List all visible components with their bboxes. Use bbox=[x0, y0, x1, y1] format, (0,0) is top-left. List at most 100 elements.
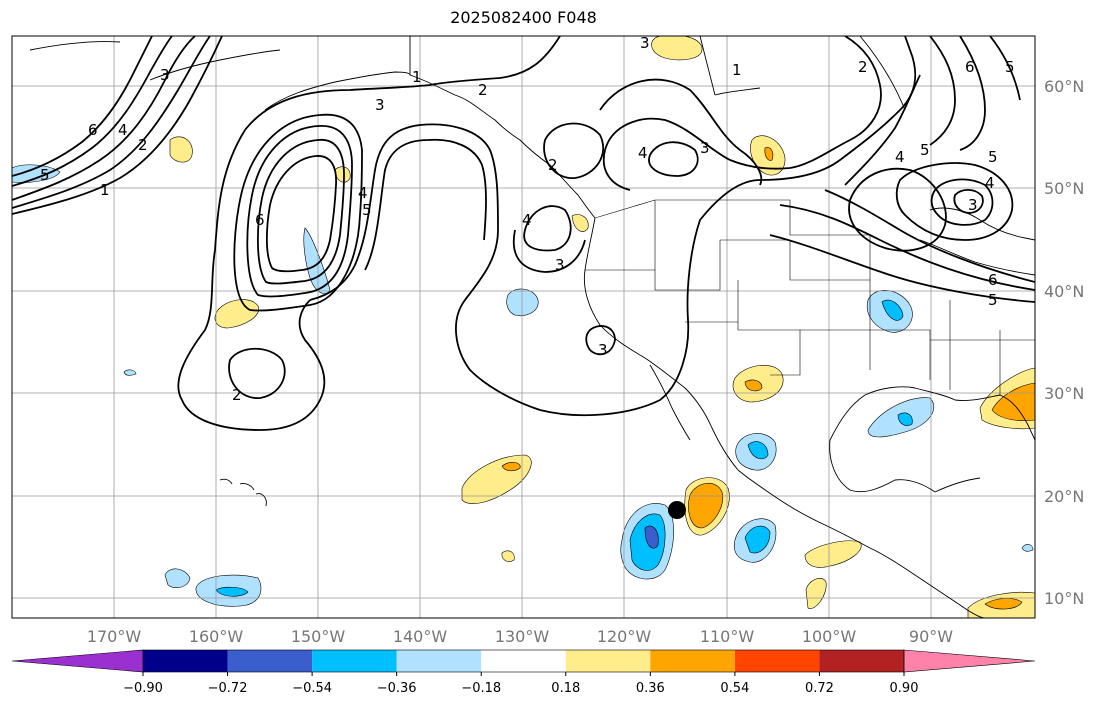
contour-label: 4 bbox=[638, 144, 648, 162]
positive-patch bbox=[334, 166, 351, 183]
negative-patch bbox=[747, 441, 769, 460]
contour-label: 5 bbox=[362, 201, 372, 219]
positive-patch bbox=[984, 598, 1023, 610]
contour-label: 3 bbox=[375, 96, 385, 114]
colorbar-segment bbox=[650, 650, 735, 672]
contour-label: 3 bbox=[598, 341, 608, 359]
graticule bbox=[12, 36, 1035, 618]
positive-patch bbox=[764, 147, 774, 161]
colorbar-segment bbox=[481, 650, 566, 672]
lat-label: 10°N bbox=[1044, 589, 1084, 608]
colorbar-label: −0.36 bbox=[377, 681, 417, 696]
positive-patch bbox=[571, 214, 589, 232]
colorbar-segment bbox=[734, 650, 820, 672]
contour-label: 5 bbox=[920, 141, 930, 159]
colorbar-border bbox=[142, 649, 905, 673]
contours bbox=[12, 36, 1035, 431]
colorbar-label: −0.18 bbox=[461, 681, 501, 696]
lat-label: 60°N bbox=[1044, 77, 1084, 96]
lat-label: 40°N bbox=[1044, 282, 1084, 301]
contour-label: 1 bbox=[100, 181, 110, 199]
contour-label: 6 bbox=[255, 211, 265, 229]
negative-patch bbox=[881, 299, 904, 321]
colorbar-segment bbox=[143, 650, 228, 672]
colorbar-label: 0.18 bbox=[551, 681, 580, 696]
negative-patch bbox=[303, 227, 331, 294]
contour-label: 6 bbox=[88, 121, 98, 139]
longitude-labels: 170°W 160°W 150°W 140°W 130°W 120°W 110°… bbox=[87, 627, 953, 646]
contour-label: 5 bbox=[1005, 58, 1015, 76]
contour-label: 3 bbox=[160, 66, 170, 84]
negative-patch bbox=[744, 525, 771, 554]
lon-label: 170°W bbox=[87, 627, 142, 646]
plot-frame bbox=[11, 35, 1036, 619]
colorbar-label: −0.72 bbox=[208, 681, 248, 696]
positive-patch bbox=[688, 483, 724, 529]
colorbar-label: −0.54 bbox=[292, 681, 332, 696]
negative-patch bbox=[215, 586, 249, 597]
positive-patch bbox=[501, 550, 515, 562]
contour-label: 5 bbox=[40, 166, 50, 184]
colorbar-segment bbox=[565, 650, 651, 672]
contour-label: 1 bbox=[412, 68, 422, 86]
positive-patch bbox=[805, 578, 827, 609]
contour-label: 2 bbox=[858, 58, 868, 76]
contour-label: 4 bbox=[118, 121, 128, 139]
positive-patch bbox=[991, 382, 1035, 421]
negative-patch bbox=[164, 568, 191, 588]
lon-label: 90°W bbox=[909, 627, 953, 646]
contour-label: 1 bbox=[732, 61, 742, 79]
contour-label: 2 bbox=[138, 136, 148, 154]
lon-label: 130°W bbox=[495, 627, 550, 646]
contour-label: 4 bbox=[522, 211, 532, 229]
plot-area bbox=[12, 36, 1035, 618]
negative-patch bbox=[506, 288, 539, 317]
colorbar-extend-low bbox=[11, 649, 144, 673]
lon-label: 140°W bbox=[393, 627, 448, 646]
contour-label: 2 bbox=[478, 81, 488, 99]
lon-label: 150°W bbox=[291, 627, 346, 646]
colorbar-segment bbox=[227, 650, 313, 672]
contour-label: 3 bbox=[700, 139, 710, 157]
contour-label: 2 bbox=[548, 156, 558, 174]
positive-patch bbox=[169, 136, 193, 163]
colorbar-label: 0.72 bbox=[805, 681, 834, 696]
lon-label: 100°W bbox=[802, 627, 857, 646]
negative-patch bbox=[123, 369, 137, 376]
lat-label: 20°N bbox=[1044, 487, 1084, 506]
contour-label: 3 bbox=[555, 256, 565, 274]
lon-label: 160°W bbox=[189, 627, 244, 646]
lon-label: 120°W bbox=[597, 627, 652, 646]
lat-label: 30°N bbox=[1044, 384, 1084, 403]
storm-marker bbox=[668, 501, 686, 519]
contour-label: 3 bbox=[968, 196, 978, 214]
latitude-labels: 60°N 50°N 40°N 30°N 20°N 10°N bbox=[1044, 77, 1084, 608]
colorbar-label: 0.54 bbox=[720, 681, 749, 696]
positive-patch bbox=[804, 540, 862, 568]
contour-label: 6 bbox=[965, 58, 975, 76]
colorbar-label: −0.90 bbox=[123, 681, 163, 696]
contour-label: 5 bbox=[988, 148, 998, 166]
lat-label: 50°N bbox=[1044, 179, 1084, 198]
contour-label: 2 bbox=[232, 386, 242, 404]
lon-label: 110°W bbox=[700, 627, 755, 646]
colorbar-segment bbox=[396, 650, 482, 672]
contour-labels: 1 2 3 4 5 6 1 2 3 4 5 6 2 2 3 4 3 1 4 3 … bbox=[40, 34, 1015, 404]
negative-patch bbox=[897, 412, 913, 426]
colorbar-label: 0.90 bbox=[890, 681, 919, 696]
positive-patch bbox=[501, 462, 521, 472]
colorbar-extend-high bbox=[903, 649, 1036, 673]
colorbar-segment bbox=[819, 650, 904, 672]
state-borders bbox=[585, 199, 1035, 395]
contour-label: 3 bbox=[640, 34, 650, 52]
contour-label: 6 bbox=[988, 271, 998, 289]
contour-label: 4 bbox=[985, 174, 995, 192]
colorbar-segment bbox=[312, 650, 397, 672]
contour-label: 5 bbox=[988, 291, 998, 309]
contour-label: 4 bbox=[358, 184, 368, 202]
positive-patch bbox=[651, 36, 703, 61]
negative-patch bbox=[644, 525, 659, 549]
positive-patch bbox=[744, 379, 763, 392]
contour-label: 4 bbox=[895, 148, 905, 166]
